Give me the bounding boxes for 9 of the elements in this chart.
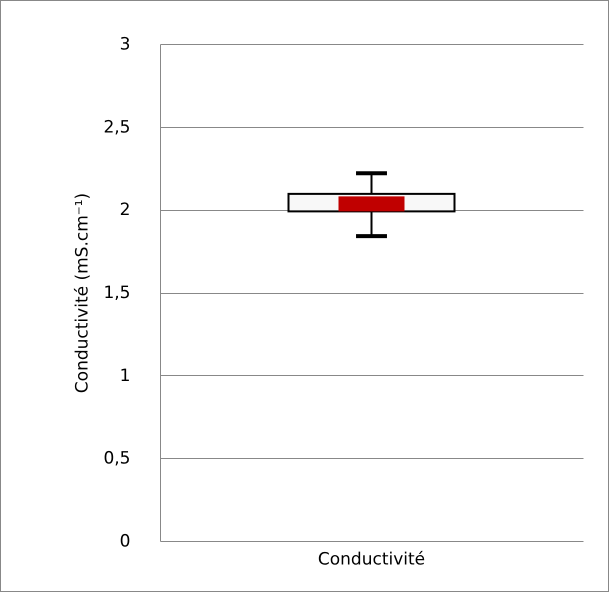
y-tick-label: 0,5 [103,448,130,469]
x-tick-label: Conductivité [318,550,426,570]
y-tick-label: 1,5 [103,283,130,303]
y-tick-label: 3 [120,34,130,54]
y-tick-label: 2,5 [103,117,130,138]
y-tick-label: 0 [120,532,130,552]
y-tick-label: 1 [120,366,130,386]
y-tick-label: 2 [120,200,130,220]
y-axis-title: Conductivité (mS.cm⁻¹) [72,192,92,394]
